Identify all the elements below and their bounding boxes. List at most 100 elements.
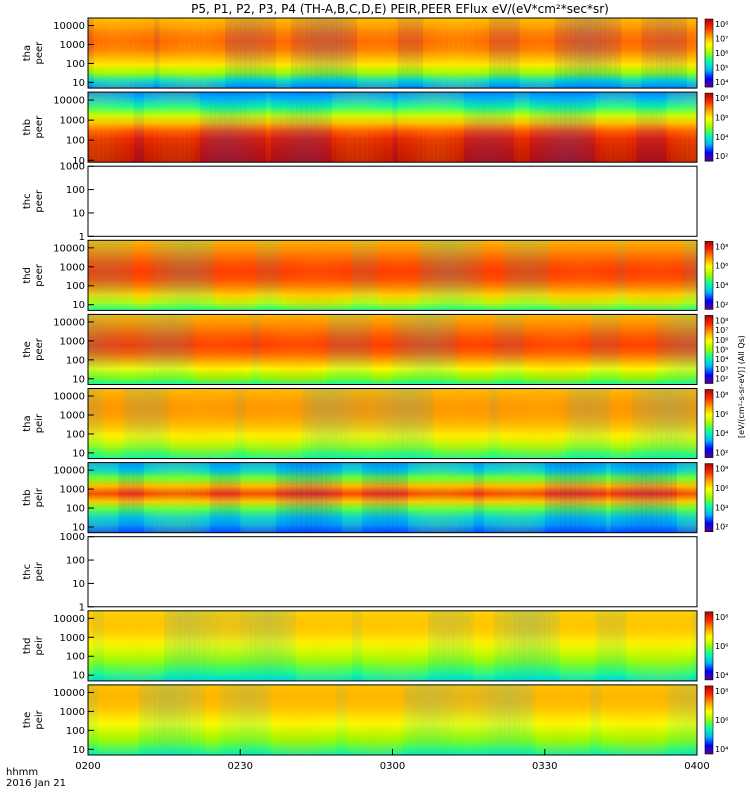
- time-column: [356, 388, 363, 459]
- time-column: [453, 92, 459, 163]
- time-column: [341, 388, 348, 459]
- time-column: [296, 462, 302, 533]
- time-column: [265, 684, 271, 755]
- y-tick-label: 1000: [60, 262, 85, 273]
- time-column: [153, 388, 160, 459]
- time-column: [199, 610, 206, 681]
- time-column: [570, 240, 576, 311]
- time-column: [356, 18, 363, 89]
- time-column: [575, 92, 581, 163]
- time-column: [676, 684, 683, 755]
- time-column: [306, 610, 312, 681]
- time-column: [671, 684, 677, 755]
- time-column: [488, 610, 495, 681]
- time-column: [113, 314, 119, 385]
- time-column: [219, 388, 226, 459]
- time-column: [549, 610, 556, 681]
- time-column: [306, 240, 312, 311]
- time-column: [468, 462, 474, 533]
- time-column: [610, 462, 617, 533]
- time-column: [270, 462, 277, 533]
- time-column: [539, 92, 546, 163]
- time-column: [311, 92, 317, 163]
- time-column: [174, 92, 180, 163]
- time-column: [260, 240, 266, 311]
- time-column: [438, 18, 444, 89]
- time-column: [301, 18, 307, 89]
- time-column: [443, 240, 449, 311]
- time-column: [280, 462, 287, 533]
- time-column: [549, 684, 556, 755]
- time-column: [148, 684, 155, 755]
- time-column: [554, 18, 561, 89]
- time-column: [285, 610, 292, 681]
- time-column: [225, 462, 231, 533]
- time-column: [164, 240, 170, 311]
- time-column: [240, 610, 246, 681]
- colorbar: [704, 315, 714, 384]
- time-column: [189, 314, 195, 385]
- time-column: [138, 92, 145, 163]
- panel-frame: [87, 91, 698, 163]
- time-column: [138, 18, 145, 89]
- time-column: [194, 240, 200, 311]
- time-column: [691, 92, 698, 163]
- colorbar-tick-label: 10⁶: [715, 410, 728, 419]
- time-column: [240, 684, 246, 755]
- panel-label: peir: [34, 487, 45, 507]
- time-column: [443, 684, 449, 755]
- time-column: [296, 92, 302, 163]
- time-column: [285, 314, 292, 385]
- time-column: [230, 240, 236, 311]
- time-column: [235, 92, 241, 163]
- y-tick-label: 10000: [53, 243, 85, 254]
- time-column: [260, 314, 266, 385]
- time-column: [316, 18, 322, 89]
- time-column: [189, 684, 195, 755]
- time-column: [676, 610, 683, 681]
- time-column: [610, 388, 617, 459]
- time-column: [686, 92, 693, 163]
- time-column: [458, 462, 464, 533]
- panel-label: thd: [22, 267, 33, 284]
- time-column: [204, 388, 211, 459]
- time-column: [407, 240, 414, 311]
- time-column: [585, 610, 591, 681]
- time-column: [422, 462, 429, 533]
- time-column: [392, 462, 398, 533]
- time-column: [443, 314, 449, 385]
- time-column: [382, 462, 388, 533]
- time-column: [143, 240, 150, 311]
- time-column: [539, 388, 546, 459]
- time-column: [275, 18, 282, 89]
- colorbar-tick-label: 10³: [715, 365, 728, 374]
- time-column: [422, 388, 429, 459]
- time-column: [255, 684, 261, 755]
- time-column: [402, 314, 409, 385]
- time-column: [199, 388, 206, 459]
- time-column: [600, 610, 606, 681]
- time-column: [417, 92, 424, 163]
- time-column: [681, 314, 688, 385]
- time-column: [367, 92, 373, 163]
- time-column: [499, 92, 505, 163]
- time-column: [559, 462, 566, 533]
- y-tick-label: 1000: [60, 410, 85, 421]
- time-column: [118, 388, 124, 459]
- time-column: [153, 314, 160, 385]
- time-column: [565, 388, 571, 459]
- time-column: [326, 18, 332, 89]
- time-column: [275, 610, 282, 681]
- time-column: [524, 462, 530, 533]
- spectrogram-tha-peir: [88, 388, 697, 459]
- panel-label: peer: [34, 41, 45, 65]
- panel-frame: [87, 17, 698, 89]
- time-column: [341, 462, 348, 533]
- time-column: [641, 314, 647, 385]
- time-column: [412, 388, 419, 459]
- time-column: [230, 388, 236, 459]
- time-column: [174, 240, 180, 311]
- time-column: [377, 610, 383, 681]
- time-column: [98, 684, 104, 755]
